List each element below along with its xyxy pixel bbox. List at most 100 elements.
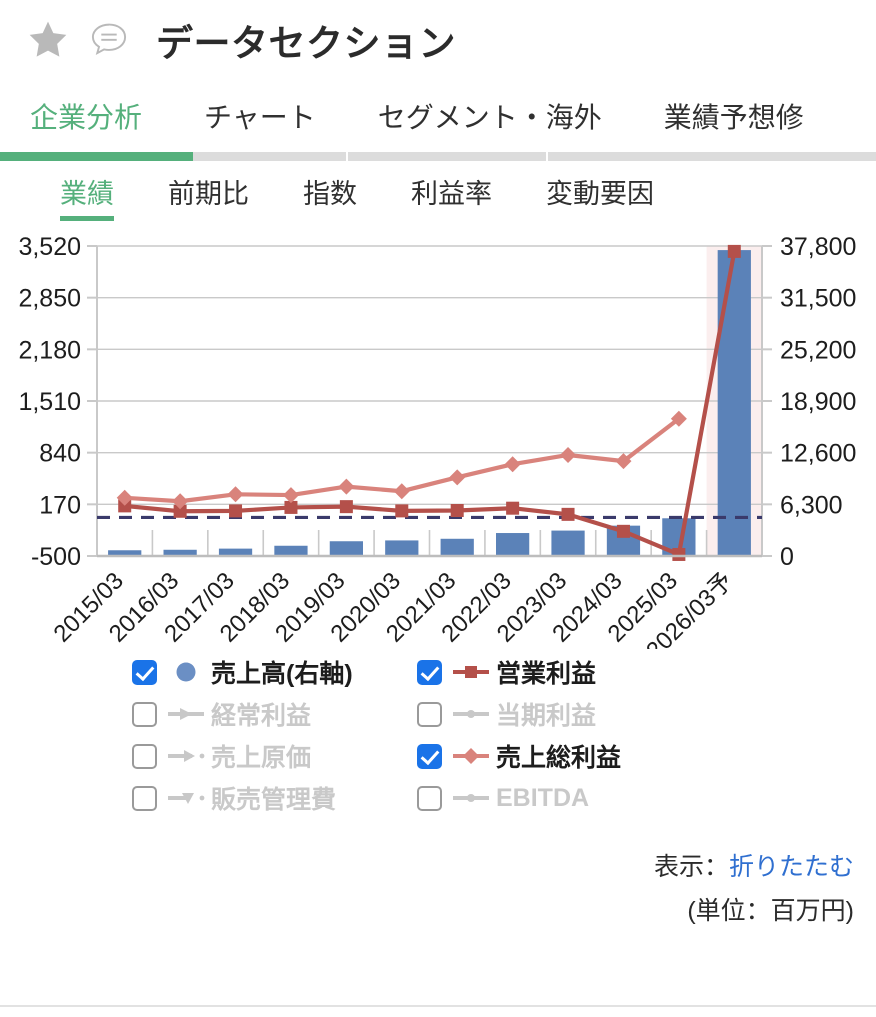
legend-item-uriagegenka[interactable]: 売上原価: [132, 735, 417, 777]
subtab-gyoseki[interactable]: 業績: [60, 172, 114, 221]
left-axis-tick-label: 1,510: [18, 388, 81, 416]
left-axis-tick-label: 170: [39, 491, 81, 519]
legend-item-ebitda[interactable]: EBITDA: [417, 777, 702, 819]
line-triangle-marker-icon: [168, 708, 204, 720]
bar[interactable]: [717, 250, 751, 556]
right-axis-tick-label: 18,900: [780, 388, 856, 416]
data-point-square[interactable]: [173, 504, 187, 518]
collapse-link[interactable]: 折りたたむ: [728, 853, 854, 881]
legend-label-tokirieki: 当期利益: [496, 702, 597, 730]
data-point-diamond[interactable]: [338, 478, 355, 495]
data-point-diamond[interactable]: [560, 446, 577, 463]
tab-segment-kaigai[interactable]: セグメント・海外: [377, 102, 602, 133]
bar[interactable]: [329, 541, 363, 556]
bar[interactable]: [496, 533, 530, 556]
line-diamond-marker-icon: [453, 748, 489, 764]
legend-item-tokirieki[interactable]: 当期利益: [417, 693, 702, 735]
right-axis-tick-label: 0: [780, 543, 794, 571]
display-toggle-row: 表示：折りたたむ: [0, 845, 854, 889]
legend-item-keijorieki[interactable]: 経常利益: [132, 693, 417, 735]
tab-chart[interactable]: チャート: [204, 102, 316, 133]
data-point-square[interactable]: [339, 500, 353, 514]
data-point-square[interactable]: [118, 499, 132, 513]
subtab-shisu[interactable]: 指数: [303, 178, 357, 209]
checkbox-uriagesorieki[interactable]: [417, 743, 442, 769]
star-icon[interactable]: [26, 18, 70, 62]
legend-item-uriagesorieki[interactable]: 売上総利益: [417, 735, 702, 777]
line-plain-marker-icon-2: [453, 794, 489, 802]
bar[interactable]: [163, 549, 197, 556]
legend-label-keijorieki: 経常利益: [211, 702, 312, 730]
line-series-square[interactable]: [122, 249, 737, 557]
checkbox-hanbaikanrihi[interactable]: [132, 785, 157, 811]
data-point-square[interactable]: [284, 500, 298, 514]
checkbox-uriagegenka[interactable]: [132, 743, 157, 769]
subtab-zenkihi[interactable]: 前期比: [168, 178, 249, 209]
checkbox-ebitda[interactable]: [417, 785, 442, 811]
series-legend: 売上高(右軸) 営業利益 経常利益 当期利益: [0, 651, 876, 819]
data-point-square[interactable]: [672, 547, 686, 561]
checkbox-tokirieki[interactable]: [417, 701, 442, 727]
left-axis-tick-label: 840: [39, 440, 81, 468]
bottom-divider: [0, 1005, 876, 1007]
bar[interactable]: [108, 550, 142, 556]
legend-label-hanbaikanrihi: 販売管理費: [211, 786, 337, 814]
data-point-square[interactable]: [450, 504, 464, 518]
data-point-diamond[interactable]: [172, 493, 189, 510]
data-point-diamond[interactable]: [615, 453, 632, 470]
data-point-diamond[interactable]: [227, 486, 244, 503]
data-point-square[interactable]: [616, 524, 630, 538]
right-axis-tick-label: 25,200: [780, 336, 856, 364]
checkbox-uriagedaka[interactable]: [132, 659, 157, 685]
legend-item-eigyorieki[interactable]: 営業利益: [417, 651, 702, 693]
right-axis-tick-label: 37,800: [780, 233, 856, 261]
legend-label-uriagedaka: 売上高(右軸): [211, 660, 353, 688]
right-axis-tick-label: 31,500: [780, 285, 856, 313]
legend-label-uriagesorieki: 売上総利益: [496, 744, 622, 772]
chart-footer: 表示：折りたたむ (単位：百万円): [0, 845, 876, 933]
data-point-square[interactable]: [395, 504, 409, 518]
left-axis-tick-label: 2,850: [18, 285, 81, 313]
checkbox-eigyorieki[interactable]: [417, 659, 442, 685]
data-point-diamond[interactable]: [393, 483, 410, 500]
subtab-hendoyoin[interactable]: 変動要因: [546, 178, 654, 209]
bar[interactable]: [274, 545, 308, 556]
circle-marker-icon: [176, 662, 196, 682]
bar[interactable]: [385, 540, 419, 556]
subtab-riekiritsu[interactable]: 利益率: [411, 178, 492, 209]
checkbox-keijorieki[interactable]: [132, 701, 157, 727]
data-point-square[interactable]: [229, 504, 243, 518]
sub-tab-bar: 業績 前期比 指数 利益率 変動要因: [0, 161, 876, 229]
legend-label-eigyorieki: 営業利益: [496, 660, 597, 688]
bar[interactable]: [218, 548, 253, 556]
tab-gyoseki-yosou[interactable]: 業績予想修: [663, 102, 804, 133]
right-axis-tick-label: 12,600: [780, 440, 856, 468]
legend-item-uriagedaka[interactable]: 売上高(右軸): [132, 651, 417, 693]
tab-kigyo-bunseki[interactable]: 企業分析: [30, 102, 143, 133]
data-point-diamond[interactable]: [116, 489, 133, 506]
data-point-square[interactable]: [727, 244, 741, 258]
page-title: データセクション: [156, 23, 456, 64]
data-point-diamond[interactable]: [504, 456, 521, 473]
data-point-diamond[interactable]: [282, 487, 299, 504]
data-point-diamond[interactable]: [670, 410, 687, 427]
right-axis-tick-label: 6,300: [780, 491, 843, 519]
legend-label-ebitda: EBITDA: [496, 783, 590, 812]
line-dot-triangle-marker-icon: [168, 793, 205, 804]
bar[interactable]: [440, 538, 474, 556]
scroll-thumb[interactable]: [0, 152, 193, 161]
main-tab-bar: 企業分析 チャート セグメント・海外 業績予想修: [0, 80, 876, 152]
legend-item-hanbaikanrihi[interactable]: 販売管理費: [132, 777, 417, 819]
left-axis-tick-label: -500: [31, 543, 81, 571]
performance-chart: 3,520 2,850 2,180 1,510 840 170 -500 37,800 31,5…: [0, 229, 876, 649]
data-point-square[interactable]: [506, 501, 520, 515]
comment-bubble-icon[interactable]: [88, 19, 130, 61]
chart-canvas: 3,520 2,850 2,180 1,510 840 170 -500 37,800 31,5…: [18, 233, 856, 649]
display-label: 表示：: [653, 853, 729, 881]
line-square-marker-icon: [453, 666, 489, 678]
bar[interactable]: [551, 530, 585, 556]
data-point-diamond[interactable]: [449, 469, 466, 486]
tab-scroll-indicator[interactable]: [0, 152, 876, 161]
data-point-square[interactable]: [561, 507, 575, 521]
